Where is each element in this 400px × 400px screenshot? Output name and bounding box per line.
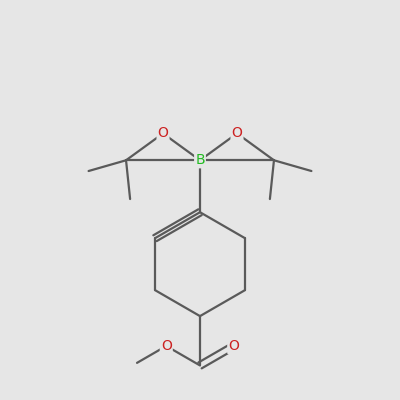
Text: O: O: [228, 339, 239, 353]
Text: B: B: [195, 153, 205, 167]
Text: O: O: [232, 126, 242, 140]
Text: O: O: [158, 126, 168, 140]
Text: O: O: [161, 339, 172, 353]
